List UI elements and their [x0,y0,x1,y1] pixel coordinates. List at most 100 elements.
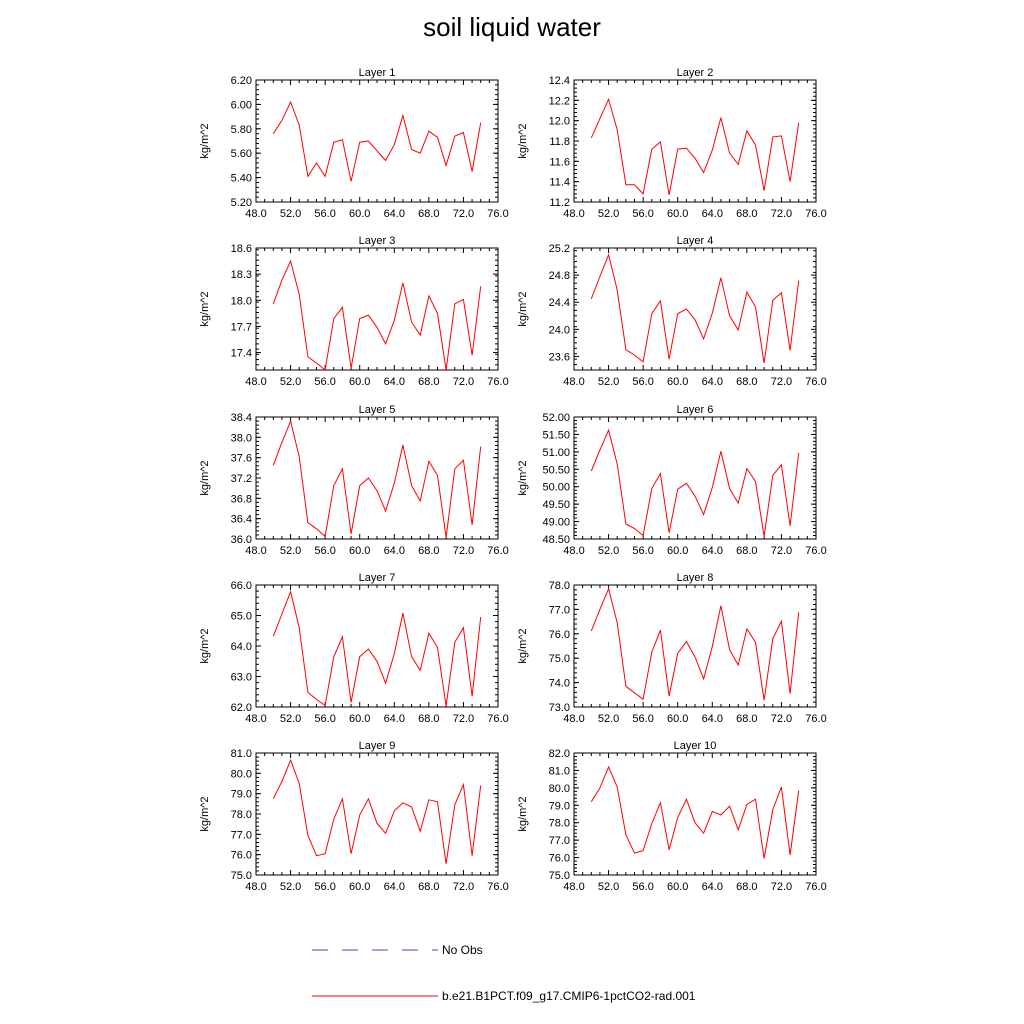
panel-5-xtick-label: 48.0 [245,545,266,557]
panel-5-ytick-label: 37.6 [231,453,252,465]
panel-2-ytick-label: 11.4 [549,177,570,189]
panel-8-ytick-label: 74.0 [549,678,570,690]
panel-8-xtick-label: 64.0 [702,713,723,725]
panel-8-xtick-label: 52.0 [598,713,619,725]
panel-7-title: Layer 7 [359,572,396,584]
panel-9-ylabel: kg/m^2 [199,796,211,831]
panel-7-xtick-label: 68.0 [418,713,439,725]
panel-7-ytick-label: 64.0 [231,641,252,653]
panel-8-ytick-label: 76.0 [549,629,570,641]
panel-5-ytick-label: 36.4 [231,514,252,526]
panel-10-xtick-label: 56.0 [632,881,653,893]
panel-9-xtick-label: 52.0 [280,881,301,893]
panel-5-xtick-label: 64.0 [384,545,405,557]
panel-1-xtick-label: 72.0 [453,208,474,220]
panel-1-xtick-label: 60.0 [349,208,370,220]
panel-7-xtick-label: 72.0 [453,713,474,725]
panel-8-xtick-label: 48.0 [563,713,584,725]
panel-7-xtick-label: 52.0 [280,713,301,725]
panel-4-ytick-label: 24.0 [549,324,570,336]
panel-3-xtick-label: 76.0 [487,376,508,388]
panel-4-xtick-label: 72.0 [771,376,792,388]
panel-10-xtick-label: 64.0 [702,881,723,893]
panel-8-xtick-label: 76.0 [805,713,826,725]
panel-10-ytick-label: 77.0 [549,835,570,847]
panel-3-xtick-label: 60.0 [349,376,370,388]
panel-8-frame [573,584,817,708]
panel-1-title: Layer 1 [359,67,396,79]
panel-8-xtick-label: 56.0 [632,713,653,725]
panel-1-frame [255,79,499,203]
panel-2-ylabel: kg/m^2 [517,123,529,158]
panel-5-xtick-label: 76.0 [487,545,508,557]
panel-10-xtick-label: 52.0 [598,881,619,893]
panel-9-ytick-label: 78.0 [231,809,252,821]
legend-line-no-obs [312,949,438,951]
panel-9-xtick-label: 60.0 [349,881,370,893]
panel-9-ytick-label: 77.0 [231,829,252,841]
panel-10-xtick-label: 68.0 [736,881,757,893]
panel-2-xtick-label: 72.0 [771,208,792,220]
legend-label-model-run: b.e21.B1PCT.f09_g17.CMIP6-1pctCO2-rad.00… [442,989,696,1003]
panel-4-frame [573,247,817,371]
panel-7-xtick-label: 48.0 [245,713,266,725]
panel-9-frame [255,752,499,876]
panel-10-ytick-label: 82.0 [549,748,570,760]
panel-6-series-line [590,428,800,537]
panel-1-xtick-label: 48.0 [245,208,266,220]
panel-9-ytick-label: 81.0 [231,748,252,760]
panel-10-ylabel: kg/m^2 [517,796,529,831]
panel-6-ylabel: kg/m^2 [517,460,529,495]
panel-3-ytick-label: 18.3 [231,269,252,281]
panel-2-ytick-label: 11.8 [549,136,570,148]
panel-6-xtick-label: 72.0 [771,545,792,557]
panel-4-series-line [590,253,800,364]
panel-7-ytick-label: 62.0 [231,702,252,714]
panel-1-xtick-label: 56.0 [314,208,335,220]
panel-7-xtick-label: 64.0 [384,713,405,725]
panel-5-ytick-label: 36.8 [231,493,252,505]
panel-1-ytick-label: 5.80 [231,124,252,136]
panel-6-ytick-label: 49.50 [542,499,570,511]
panel-4-title: Layer 4 [677,235,714,247]
panel-3-ytick-label: 18.6 [231,243,252,255]
panel-2-xtick-label: 68.0 [736,208,757,220]
panel-2-xtick-label: 52.0 [598,208,619,220]
panel-10-ytick-label: 78.0 [549,818,570,830]
panel-4-xtick-label: 68.0 [736,376,757,388]
panel-3-xtick-label: 56.0 [314,376,335,388]
panel-10-xtick-label: 48.0 [563,881,584,893]
panel-3-title: Layer 3 [359,235,396,247]
panel-1-ytick-label: 5.60 [231,148,252,160]
panel-7-xtick-label: 56.0 [314,713,335,725]
panel-1-xtick-label: 68.0 [418,208,439,220]
panel-10-ytick-label: 76.0 [549,853,570,865]
panel-5-frame [255,416,499,540]
panel-7-ytick-label: 63.0 [231,672,252,684]
panel-4-xtick-label: 52.0 [598,376,619,388]
panel-5-ytick-label: 37.2 [231,473,252,485]
panel-9-title: Layer 9 [359,740,396,752]
panel-5-ytick-label: 36.0 [231,534,252,546]
panel-2-ytick-label: 11.6 [549,156,570,168]
panel-2-xtick-label: 76.0 [805,208,826,220]
panel-6-title: Layer 6 [677,404,714,416]
panel-3-ytick-label: 17.7 [231,321,252,333]
panel-6-xtick-label: 64.0 [702,545,723,557]
panel-9-ytick-label: 75.0 [231,870,252,882]
panel-7-ytick-label: 65.0 [231,611,252,623]
panel-2-xtick-label: 64.0 [702,208,723,220]
panel-5-xtick-label: 56.0 [314,545,335,557]
panel-8-ytick-label: 75.0 [549,653,570,665]
panel-10-ytick-label: 80.0 [549,783,570,795]
panel-3-xtick-label: 72.0 [453,376,474,388]
panel-6-ytick-label: 52.00 [542,412,570,424]
panel-10-xtick-label: 72.0 [771,881,792,893]
panel-1-xtick-label: 64.0 [384,208,405,220]
panel-2-xtick-label: 60.0 [667,208,688,220]
panel-8-ytick-label: 73.0 [549,702,570,714]
panel-6-xtick-label: 68.0 [736,545,757,557]
panel-8-ytick-label: 78.0 [549,580,570,592]
panel-10-ytick-label: 75.0 [549,870,570,882]
panel-5-xtick-label: 72.0 [453,545,474,557]
